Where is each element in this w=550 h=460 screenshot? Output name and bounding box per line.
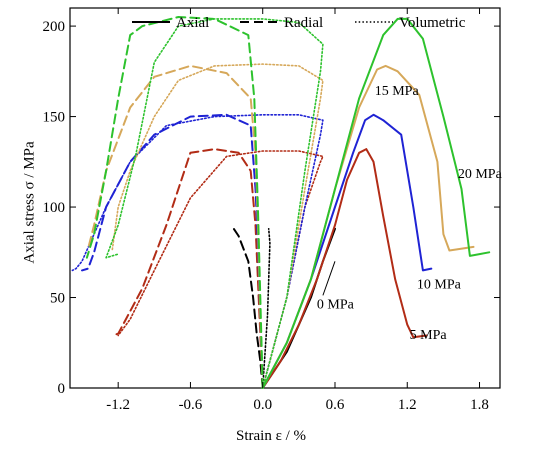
series-5-mpa-radial-line: [111, 148, 264, 389]
legend-label-volumetric: Volumetric: [399, 15, 466, 31]
annotation-label: 10 MPa: [417, 277, 462, 292]
annotation-label: 0 MPa: [317, 297, 355, 312]
x-tick-label: 0.6: [326, 397, 345, 413]
series-20-mpa-radial-line: [85, 16, 264, 389]
x-tick-label: -0.6: [179, 397, 203, 413]
series-0-mpa-volumetric-line: [261, 228, 271, 389]
series-15-mpa-radial-line: [87, 64, 264, 389]
series-0-mpa-radial-line: [231, 226, 264, 389]
annotation-label: 20 MPa: [458, 167, 503, 182]
series-20-mpa-volumetric-line: [105, 18, 324, 389]
x-axis-label: Strain ε / %: [236, 428, 307, 444]
x-tick-label: 1.8: [470, 397, 489, 413]
annotation-label: 15 MPa: [375, 84, 420, 99]
series-5-mpa-axial-line: [261, 148, 428, 389]
legend-label-radial: Radial: [284, 15, 323, 31]
y-axis-label: Axial stress σ / MPa: [21, 141, 38, 264]
series-20-mpa-axial-line: [261, 17, 491, 389]
x-tick-label: 0.0: [253, 397, 272, 413]
series-10-mpa-volumetric-line: [71, 114, 324, 389]
annotation-pointer: [322, 261, 336, 296]
ticks-layer: -1.2 -0.6 0.0 0.6 1.2 1.8 0 50 100 150 200: [43, 8, 500, 413]
y-tick-label: 150: [43, 110, 66, 126]
y-tick-label: 0: [58, 381, 66, 397]
y-tick-label: 50: [50, 291, 65, 307]
annotation-layer: 0 MPa 5 MPa 10 MPa 15 MPa 20 MPa: [317, 84, 503, 343]
legend: Axial Radial Volumetric: [132, 15, 466, 31]
y-tick-label: 200: [43, 19, 66, 35]
x-tick-label: 1.2: [398, 397, 417, 413]
legend-label-axial: Axial: [176, 15, 209, 31]
annotation-label: 5 MPa: [410, 328, 448, 343]
plot-frame: [69, 7, 501, 389]
series-layer: [71, 16, 491, 389]
y-tick-label: 100: [43, 200, 66, 216]
series-15-mpa-volumetric-line: [111, 63, 324, 389]
x-tick-label: -1.2: [106, 397, 130, 413]
